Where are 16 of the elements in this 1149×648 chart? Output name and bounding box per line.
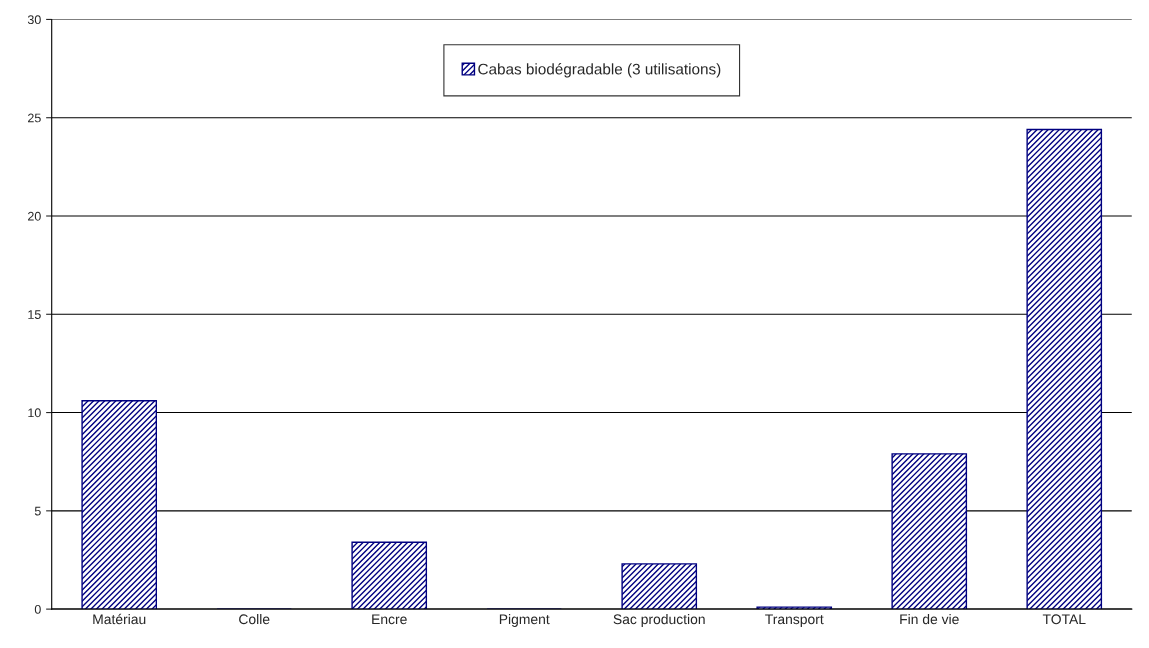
y-tick-label: 0: [34, 604, 41, 614]
y-tick-label: 5: [34, 506, 41, 516]
x-tick-label: Matériau: [93, 613, 146, 625]
x-tick-label: Colle: [239, 613, 270, 625]
y-tick-label: 15: [28, 310, 41, 319]
x-tick-label: Encre: [372, 614, 407, 625]
y-tick-label: 25: [28, 113, 41, 123]
x-tick-label: Fin de vie: [900, 613, 959, 625]
y-tick-label: 20: [28, 211, 41, 221]
legend-label: Cabas biodégradable (3 utilisations): [478, 63, 721, 78]
x-tick-label: Pigment: [499, 613, 550, 627]
y-tick-label: 30: [27, 15, 41, 25]
x-tick-label: Sac production: [613, 613, 705, 627]
x-tick-label: TOTAL: [1042, 614, 1086, 625]
x-tick-label: Transport: [765, 614, 824, 627]
y-tick-label: 10: [28, 408, 41, 418]
